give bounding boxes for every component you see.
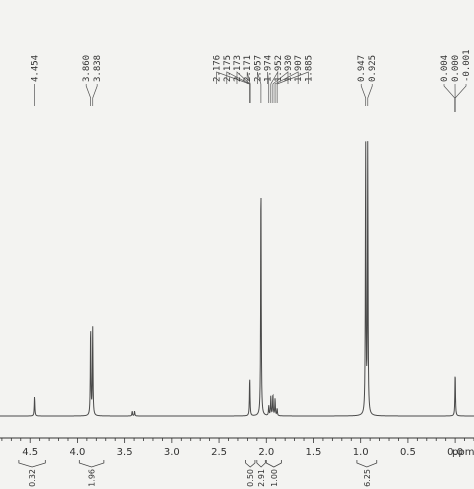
axis-tick-label: 3.0 xyxy=(164,447,180,458)
integral-value: 1.00 xyxy=(270,469,279,487)
peak-pointer-line xyxy=(267,71,270,103)
integral-value: 6.25 xyxy=(363,469,372,487)
peak-shift-label: 4.454 xyxy=(31,55,41,82)
peak-pointer-line xyxy=(360,84,367,106)
peak-shift-label: 2.173 xyxy=(233,55,243,82)
peak-shift-label: 2.175 xyxy=(223,55,233,82)
integral-layer: 0.32 1.96 0.50 2.91 1.00 6.25 xyxy=(18,460,378,487)
peak-shift-label: 1.974 xyxy=(264,55,274,82)
axis-tick-label: 4.0 xyxy=(69,447,85,458)
peak-shift-label: 1.952 xyxy=(274,55,284,82)
axis-unit-label: ppm xyxy=(452,447,474,458)
peak-shift-label: 0.947 xyxy=(357,55,367,82)
axis-tick-label: 0.0 xyxy=(447,447,463,458)
integral-value: 2.91 xyxy=(257,469,266,487)
axis-tick-label: 1.5 xyxy=(306,447,322,458)
peak-pointer-line xyxy=(257,71,262,103)
axis-tick-label: 0.5 xyxy=(400,447,416,458)
peak-pointer-line xyxy=(276,71,309,103)
integral-bracket xyxy=(18,460,46,468)
peak-pointer-line xyxy=(443,84,456,112)
peak-shift-label: 1.930 xyxy=(284,55,294,82)
integral-bracket xyxy=(78,460,105,468)
peak-shift-label: 1.885 xyxy=(304,55,314,82)
axis-tick-label: 2.5 xyxy=(211,447,227,458)
spectrum-trace xyxy=(0,141,474,417)
peak-shift-label: 0.000 xyxy=(451,55,461,82)
integral-bracket xyxy=(245,460,256,468)
peak-pointer-line xyxy=(246,71,251,103)
integral-bracket xyxy=(256,460,266,468)
peak-pointer-line xyxy=(85,84,92,106)
peak-shift-label: 2.176 xyxy=(213,55,223,82)
peak-shift-label: 0.004 xyxy=(440,55,450,82)
peak-pointer-line xyxy=(274,71,299,103)
integral-value: 0.32 xyxy=(28,469,37,487)
peak-shift-label: 3.860 xyxy=(82,55,92,82)
peak-shift-label: 3.838 xyxy=(93,55,103,82)
axis-tick-label: 3.5 xyxy=(117,447,133,458)
axis-tick-label: 1.0 xyxy=(353,447,369,458)
peak-pointer-line xyxy=(272,71,289,103)
peak-label-layer: 4.454 3.860 3.838 2.176 2.175 2.173 2.171 2.057… xyxy=(31,49,472,112)
peak-shift-label: 2.171 xyxy=(243,55,253,82)
peak-shift-label: -0.001 xyxy=(462,49,472,82)
peak-shift-label: 1.907 xyxy=(294,55,304,82)
peak-shift-label: 2.057 xyxy=(253,55,263,82)
peak-shift-label: 0.925 xyxy=(368,55,378,82)
peak-pointer-line xyxy=(367,84,373,106)
integral-value: 1.96 xyxy=(88,469,97,487)
peak-pointer-line xyxy=(270,70,279,103)
integral-value: 0.50 xyxy=(246,469,255,487)
peak-pointer-line xyxy=(92,84,98,106)
axis-tick-label: 2.0 xyxy=(258,447,274,458)
integral-bracket xyxy=(265,460,282,468)
peak-pointer-line xyxy=(454,84,467,112)
integral-bracket xyxy=(356,460,378,468)
axis-tick-label: 4.5 xyxy=(22,447,38,458)
